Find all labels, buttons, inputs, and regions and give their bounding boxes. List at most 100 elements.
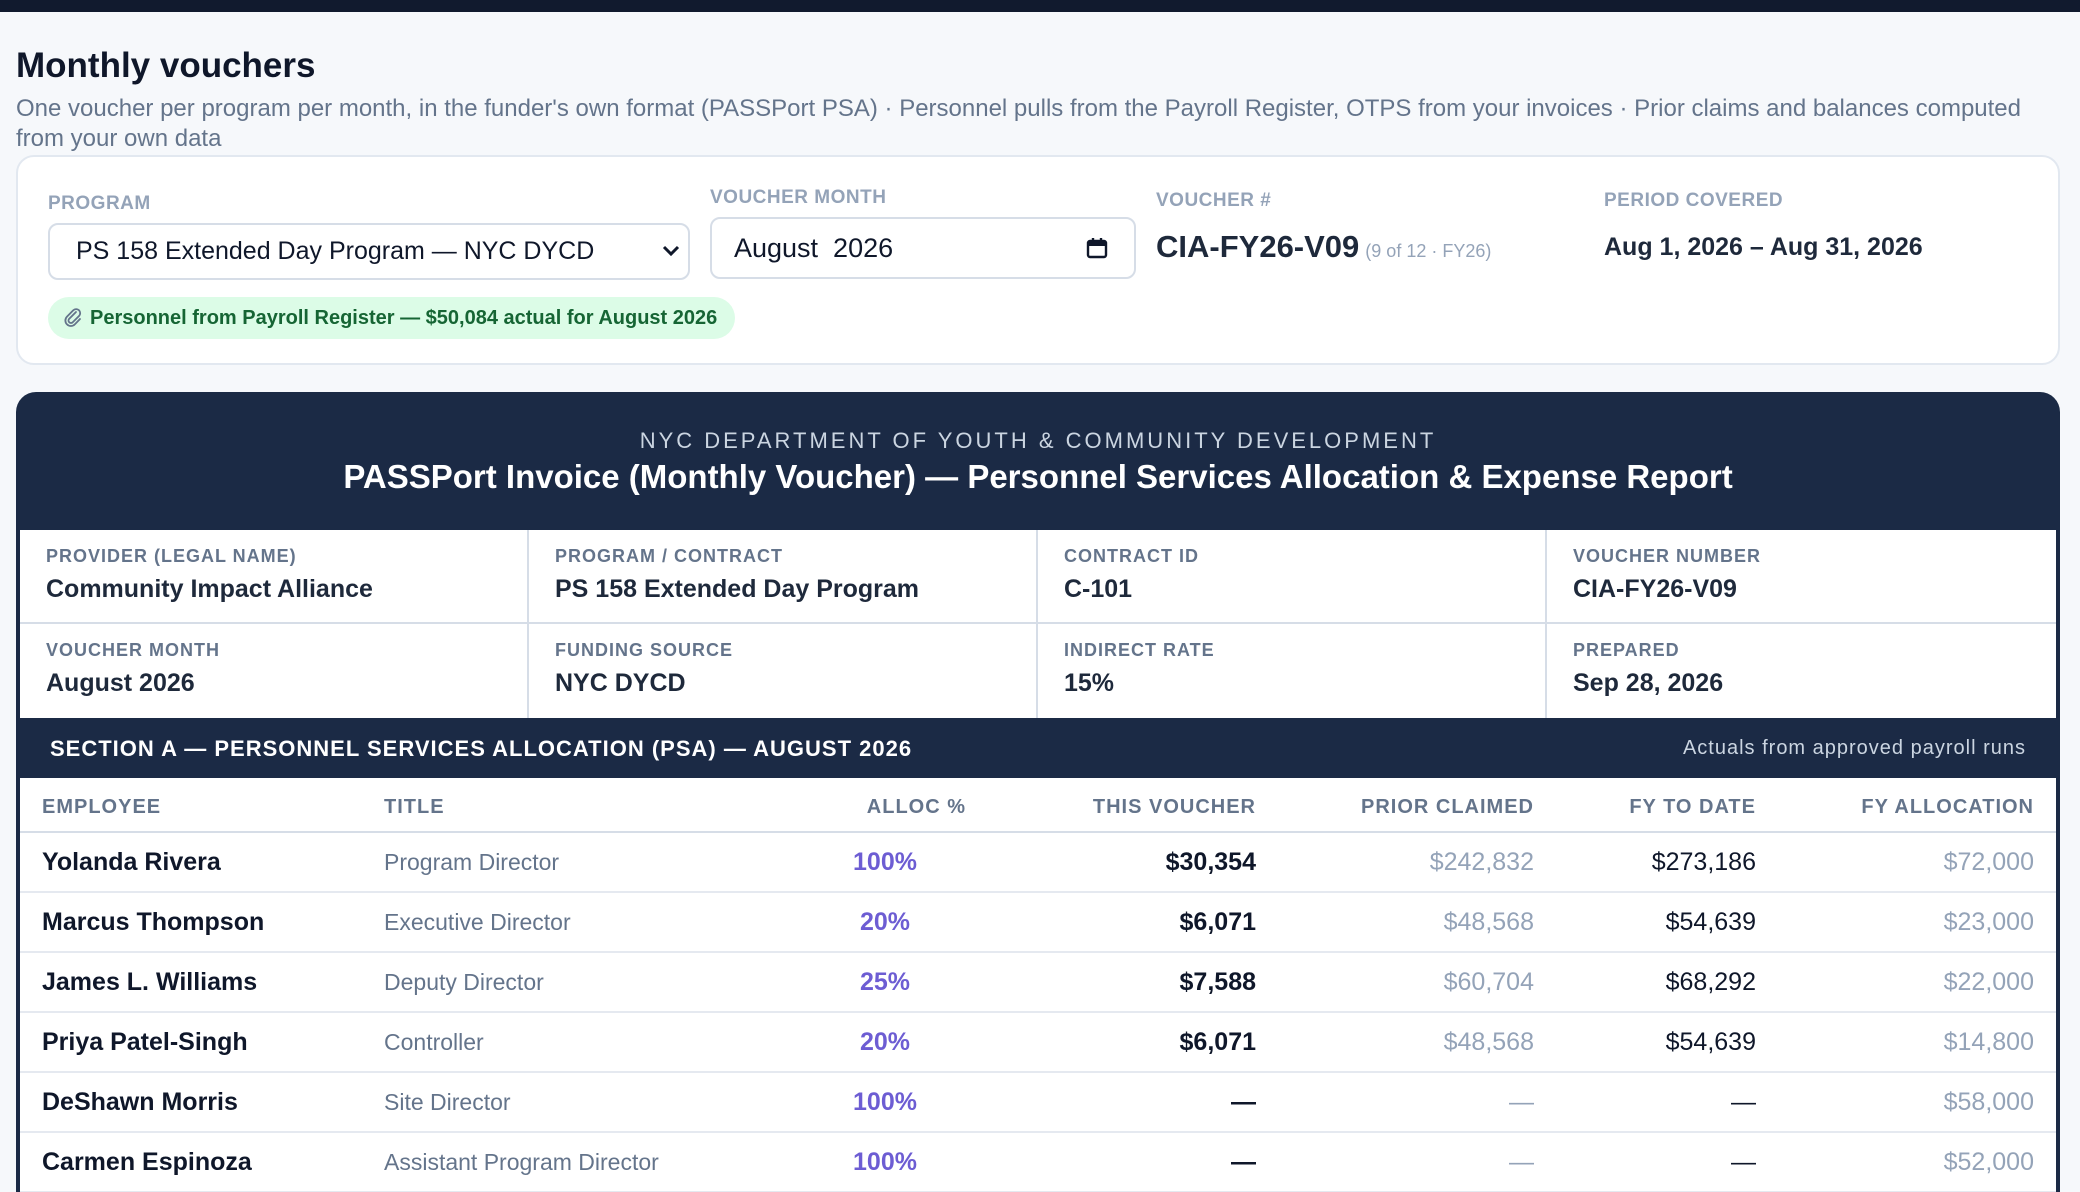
info-value: NYC DYCD [555,669,686,697]
form-title: PASSPort Invoice (Monthly Voucher) — Per… [343,458,1733,495]
table-row[interactable]: Marcus Thompson Executive Director 20% $… [20,892,2056,953]
prior-claimed-amount: $242,832 [1278,832,1556,893]
alloc-percent[interactable]: 25% [782,952,988,1013]
alloc-percent[interactable]: 20% [782,1012,988,1073]
this-voucher-amount: — [988,1072,1278,1133]
table-row[interactable]: Priya Patel-Singh Controller 20% $6,071 … [20,1012,2056,1073]
this-voucher-amount: $6,071 [988,892,1278,953]
table-row[interactable]: Yolanda Rivera Program Director 100% $30… [20,832,2056,893]
column-header-fy-to-date[interactable]: FY TO DATE [1556,778,1778,833]
column-header-employee[interactable]: EMPLOYEE [20,778,362,833]
column-header-prior-claimed[interactable]: PRIOR CLAIMED [1278,778,1556,833]
voucher-info-grid: PROVIDER (LEGAL NAME) Community Impact A… [20,530,2056,718]
fy-to-date-amount: — [1556,1132,1778,1192]
payroll-source-text: Personnel from Payroll Register — $50,08… [90,307,718,329]
info-value: Community Impact Alliance [46,575,373,603]
program-select-value: PS 158 Extended Day Program — NYC DYCD [76,237,595,265]
info-contract-id: CONTRACT ID C-101 [1038,530,1547,624]
section-note: Actuals from approved payroll runs [1682,737,2026,759]
voucher-number-value: CIA-FY26-V09 [1156,229,1360,264]
employee-name: Marcus Thompson [20,892,362,953]
section-title: SECTION A — PERSONNEL SERVICES ALLOCATIO… [50,736,913,761]
column-header-fy-allocation[interactable]: FY ALLOCATION [1778,778,2056,833]
prior-claimed-amount: $60,704 [1278,952,1556,1013]
voucher-controls-card: PROGRAM PS 158 Extended Day Program — NY… [16,155,2060,365]
fy-allocation-amount: $14,800 [1778,1012,2056,1073]
page-subtitle: One voucher per program per month, in th… [16,95,2021,152]
prior-claimed-amount: $48,568 [1278,892,1556,953]
calendar-icon[interactable] [1086,237,1108,259]
info-label: FUNDING SOURCE [555,640,734,660]
fy-allocation-amount: $22,000 [1778,952,2056,1013]
alloc-percent[interactable]: 100% [782,1132,988,1192]
info-value: C-101 [1064,575,1133,603]
period-covered-label: PERIOD COVERED [1604,190,1784,211]
fy-to-date-amount: $54,639 [1556,892,1778,953]
info-label: PROGRAM / CONTRACT [555,546,783,566]
voucher-month-value: August 2026 [734,233,894,263]
employee-name: DeShawn Morris [20,1072,362,1133]
employee-title: Executive Director [362,892,782,953]
alloc-percent[interactable]: 100% [782,832,988,893]
section-a-header: SECTION A — PERSONNEL SERVICES ALLOCATIO… [20,718,2056,778]
psa-table-container: EMPLOYEE TITLE ALLOC % THIS VOUCHER PRIO… [20,778,2056,1192]
payroll-source-badge: Personnel from Payroll Register — $50,08… [48,297,736,339]
prior-claimed-amount: — [1278,1072,1556,1133]
table-row[interactable]: Carmen Espinoza Assistant Program Direct… [20,1132,2056,1192]
column-header-title[interactable]: TITLE [362,778,782,833]
employee-name: James L. Williams [20,952,362,1013]
psa-table: EMPLOYEE TITLE ALLOC % THIS VOUCHER PRIO… [20,778,2056,1192]
alloc-percent[interactable]: 20% [782,892,988,953]
employee-title: Program Director [362,832,782,893]
employee-title: Assistant Program Director [362,1132,782,1192]
info-label: CONTRACT ID [1064,546,1199,566]
column-header-alloc[interactable]: ALLOC % [782,778,988,833]
info-value: CIA-FY26-V09 [1573,575,1737,603]
paperclip-icon [64,297,82,339]
employee-name: Priya Patel-Singh [20,1012,362,1073]
fy-to-date-amount: — [1556,1072,1778,1133]
column-header-this-voucher[interactable]: THIS VOUCHER [988,778,1278,833]
voucher-month-input[interactable]: August 2026 [710,217,1136,279]
voucher-number-label: VOUCHER # [1156,190,1272,211]
employee-title: Site Director [362,1072,782,1133]
top-bar [0,0,2080,12]
voucher-number: CIA-FY26-V09 (9 of 12 · FY26) [1156,229,1491,265]
info-label: INDIRECT RATE [1064,640,1215,660]
prior-claimed-amount: — [1278,1132,1556,1192]
fy-to-date-amount: $68,292 [1556,952,1778,1013]
info-value: Sep 28, 2026 [1573,669,1724,697]
info-funding-source: FUNDING SOURCE NYC DYCD [529,624,1038,718]
employee-title: Controller [362,1012,782,1073]
fy-allocation-amount: $23,000 [1778,892,2056,953]
fy-allocation-amount: $72,000 [1778,832,2056,893]
period-covered-value: Aug 1, 2026 – Aug 31, 2026 [1604,233,1923,261]
info-value: August 2026 [46,669,195,697]
passport-voucher-form: NYC DEPARTMENT OF YOUTH & COMMUNITY DEVE… [16,392,2060,1192]
voucher-sequence: (9 of 12 · FY26) [1365,241,1492,261]
fy-to-date-amount: $273,186 [1556,832,1778,893]
fy-to-date-amount: $54,639 [1556,1012,1778,1073]
info-voucher-number: VOUCHER NUMBER CIA-FY26-V09 [1547,530,2056,624]
program-select[interactable]: PS 158 Extended Day Program — NYC DYCD [48,223,690,280]
this-voucher-amount: $30,354 [988,832,1278,893]
info-program-contract: PROGRAM / CONTRACT PS 158 Extended Day P… [529,530,1038,624]
info-prepared: PREPARED Sep 28, 2026 [1547,624,2056,718]
this-voucher-amount: $6,071 [988,1012,1278,1073]
alloc-percent[interactable]: 100% [782,1072,988,1133]
employee-title: Deputy Director [362,952,782,1013]
prior-claimed-amount: $48,568 [1278,1012,1556,1073]
voucher-month-label: VOUCHER MONTH [710,187,887,208]
program-label: PROGRAM [48,193,151,214]
info-label: PREPARED [1573,640,1680,660]
page-title: Monthly vouchers [16,46,316,85]
employee-name: Carmen Espinoza [20,1132,362,1192]
info-value: 15% [1064,669,1115,697]
this-voucher-amount: — [988,1132,1278,1192]
table-row[interactable]: DeShawn Morris Site Director 100% — — — … [20,1072,2056,1133]
fy-allocation-amount: $52,000 [1778,1132,2056,1192]
this-voucher-amount: $7,588 [988,952,1278,1013]
table-header-row: EMPLOYEE TITLE ALLOC % THIS VOUCHER PRIO… [20,778,2056,833]
info-voucher-month: VOUCHER MONTH August 2026 [20,624,529,718]
table-row[interactable]: James L. Williams Deputy Director 25% $7… [20,952,2056,1013]
